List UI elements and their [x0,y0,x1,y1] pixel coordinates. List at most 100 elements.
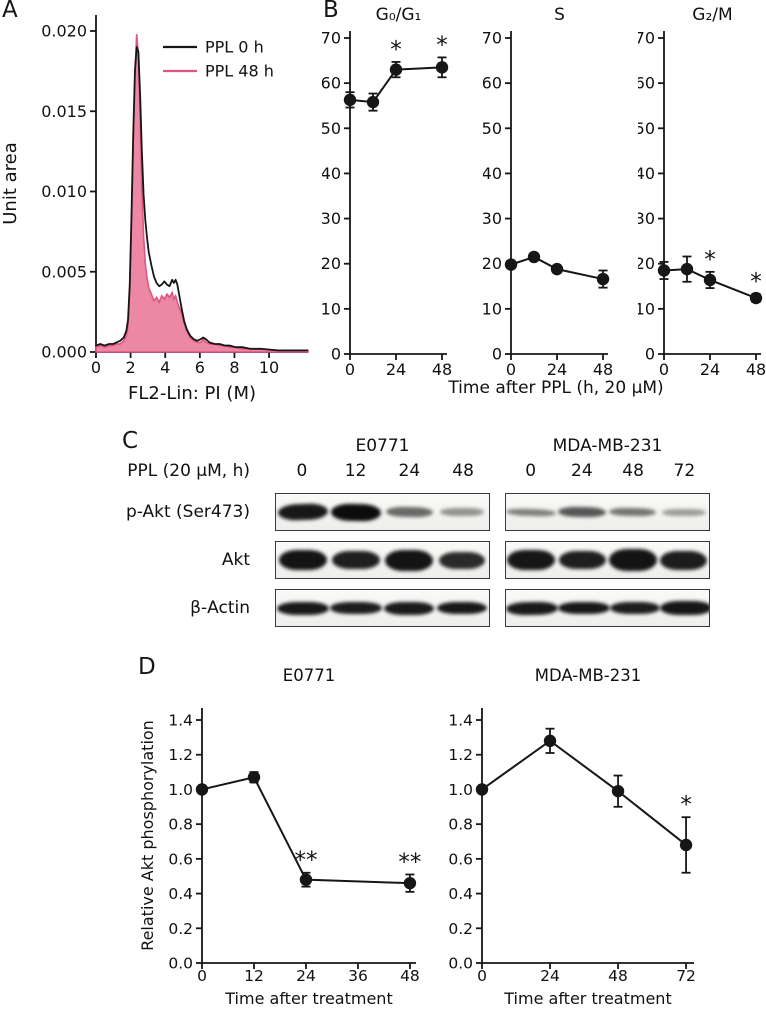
akt-phosphorylation-plot-mda-mb-231: 0.0 0.2 0.4 0.6 0.8 1.0 1.2 1.4 0 24 48 72 MDA-MB-23… [448,666,696,1008]
x-tick-label: 8 [229,358,239,377]
blot-band [439,551,486,569]
y-tick-label: 40 [322,164,341,183]
blot-lane [329,542,382,578]
y-tick-label: 40 [638,164,655,183]
y-tick-label: 20 [483,254,502,273]
y-tick-label: 70 [483,29,502,48]
y-tick-label: 50 [483,119,502,138]
y-tick-label: 0 [331,345,341,364]
data-point [504,258,518,271]
data-point [680,262,694,276]
x-tick-label: 6 [195,358,205,377]
blot-band [506,601,559,615]
y-tick-label: 0.000 [41,343,87,362]
series-ppl-0h-line [95,46,308,352]
data-line [201,776,410,885]
data-point [550,262,564,276]
blot-lane [383,590,436,626]
y-tick-label: 0.2 [168,920,193,938]
flow-cytometry-histogram: 0.000 0.005 0.010 0.015 0.020 0 2 4 6 8 10FL2-Lin:… [0,15,309,404]
blot-lane [329,590,382,626]
blot-lane [329,494,382,530]
significance-marker: * [680,792,692,818]
data-point [299,873,313,886]
y-tick-label: 0.2 [448,920,473,938]
blot-band [558,602,610,614]
panel-a-label: A [2,0,18,23]
cell-cycle-plot-g2m: 0 10 20 30 40 50 60 70 0 24 48 G₂/M * * [638,5,766,379]
y-tick-label: 20 [638,254,655,273]
y-tick-label: 60 [483,74,502,93]
x-tick-label: 48 [608,967,628,985]
x-tick-label: 24 [540,967,560,985]
y-tick-label: 0 [645,345,655,364]
data-point [679,838,693,852]
treatment-label: PPL (20 μM, h) [127,461,250,481]
blot-lane [658,494,709,530]
y-tick-label: 30 [638,209,655,228]
blot-band [384,601,435,615]
lane-header: 48 [452,461,474,481]
data-point [403,876,417,890]
subplot-title: MDA-MB-231 [535,666,642,685]
x-tick-label: 24 [547,360,567,379]
data-point [195,783,209,796]
lane-headers-mda-mb-231: 0 24 48 72 [505,459,710,483]
y-tick-label: 0.8 [448,816,473,834]
x-tick-label: 36 [348,967,368,985]
x-tick-label: 0 [659,360,669,379]
significance-marker: * [390,37,402,63]
blot-box-akt-e0771 [275,541,490,579]
blot-band [385,506,433,518]
y-tick-label: 20 [322,254,341,273]
x-tick-label: 48 [593,360,613,379]
panel-c-label: C [122,428,139,454]
x-tick-label: 24 [700,360,720,379]
data-point [366,95,380,109]
cell-line-title-e0771: E0771 [355,436,410,456]
x-tick-label: 0 [345,360,355,379]
lane-headers-e0771: 0 12 24 48 [275,459,490,483]
y-tick-label: 50 [322,119,341,138]
cell-cycle-plot-s: 0 10 20 30 40 50 60 70 0 24 48 S [483,5,613,379]
significance-marker: ** [398,849,421,875]
blot-lane [436,590,489,626]
blot-lane [276,590,329,626]
data-point [527,250,541,264]
x-axis-label: Time after treatment [224,989,392,1008]
data-point [596,272,610,286]
blot-lane [610,590,660,626]
y-tick-label: 60 [638,74,655,93]
akt-phosphorylation-plot-e0771: 0.0 0.2 0.4 0.6 0.8 1.0 1.2 1.4 0 12 24 36 48 E0771 Ti… [140,666,421,1008]
blot-band [661,508,706,516]
y-tick-label: 0.0 [448,955,473,973]
blot-lane [276,542,329,578]
data-point [749,291,763,305]
lane-header: 0 [296,461,308,481]
blot-band [330,503,382,521]
legend-label: PPL 48 h [205,62,274,81]
y-tick-label: 1.2 [168,746,193,764]
blot-band [278,550,327,570]
blot-box-p-akt-e0771 [275,493,490,531]
lane-header: 24 [398,461,421,481]
y-tick-label: 0.005 [41,262,87,281]
blot-band [660,550,708,570]
y-tick-label: 0.020 [41,22,87,41]
cell-cycle-plot-g0g1: 0 10 20 30 40 50 60 70 0 24 48 G₀/G₁ * * [322,5,452,379]
blot-box-actin-e0771 [275,589,490,627]
blot-band [506,507,557,517]
data-line [510,255,604,281]
blot-lane [506,590,559,626]
blot-lane [558,590,610,626]
x-tick-label: 24 [296,967,316,985]
x-tick-label: 0 [91,358,101,377]
x-tick-label: 24 [386,360,406,379]
blot-row-label-p-akt: p-Akt (Ser473) [125,502,250,522]
data-point [657,264,671,277]
blot-box-p-akt-mda [505,493,710,531]
data-point [475,783,489,796]
y-tick-label: 0.010 [41,182,87,201]
blot-lane [608,494,659,530]
panel-b: B 0 10 20 30 40 50 60 70 0 24 48 G₀/G₁ * * 0 10 20 30 40 5… [320,0,766,402]
